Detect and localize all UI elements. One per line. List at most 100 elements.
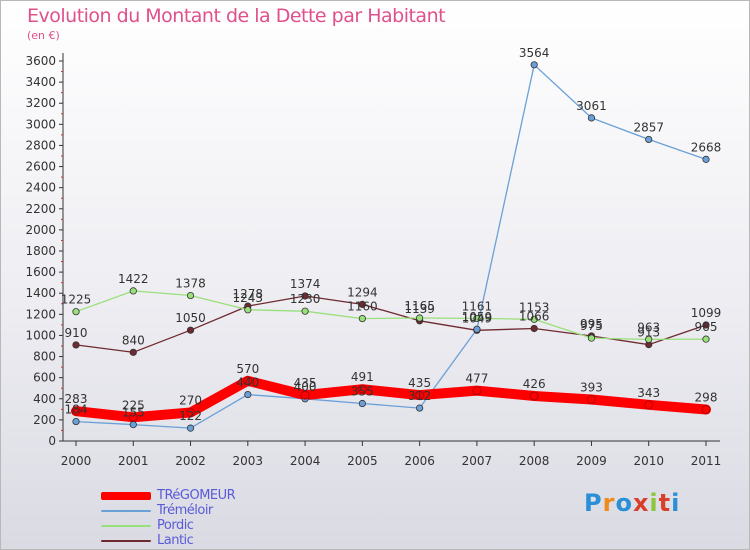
data-point	[530, 61, 538, 69]
series-labels: 283 225 270 570 435 491 435 477 426 393 343 298 184 1…	[61, 46, 722, 423]
data-label: 426	[523, 377, 546, 391]
data-label: 963	[637, 320, 660, 334]
data-label: 840	[122, 333, 145, 347]
data-label: 491	[351, 370, 374, 384]
legend-label: Pordic	[157, 518, 194, 533]
logo-letter: o	[615, 489, 633, 517]
legend-item-lantic: Lantic	[101, 533, 235, 548]
data-label: 122	[179, 409, 202, 423]
y-tick-label: 2400	[25, 181, 56, 195]
data-label: 1294	[347, 285, 378, 299]
x-tick-label: 2008	[519, 454, 550, 468]
data-point	[243, 376, 253, 386]
chart-subtitle: (en €)	[27, 29, 60, 42]
legend-swatch-tremeloir	[101, 509, 151, 512]
data-label: 1059	[462, 310, 493, 324]
data-point	[129, 287, 137, 295]
y-tick-label: 3000	[25, 117, 56, 131]
y-tick-label: 200	[33, 413, 56, 427]
data-point	[186, 291, 195, 300]
data-point	[645, 335, 653, 343]
data-label: 1378	[175, 277, 206, 291]
y-tick-label: 1600	[25, 265, 56, 279]
logo-letter: P	[584, 489, 603, 517]
data-point	[415, 390, 425, 400]
data-label: 975	[580, 319, 603, 333]
data-point	[128, 412, 138, 422]
series-line-3	[75, 295, 707, 353]
data-point	[72, 417, 80, 426]
series-line-2	[75, 290, 707, 341]
data-label: 1153	[519, 300, 550, 314]
data-label: 1165	[404, 299, 435, 313]
data-point	[416, 404, 424, 412]
data-label: 995	[580, 317, 603, 331]
data-label: 1099	[691, 306, 722, 320]
data-point	[244, 306, 252, 314]
y-tick-label: 1200	[25, 307, 56, 321]
data-point	[358, 314, 366, 323]
legend-label: Lantic	[157, 533, 194, 548]
data-point	[530, 324, 538, 333]
data-label: 965	[695, 320, 718, 334]
data-point	[587, 114, 596, 122]
logo-letter: t	[658, 489, 672, 517]
x-tick-label: 2009	[576, 454, 607, 468]
y-tick-label: 2600	[25, 160, 56, 174]
data-label: 1230	[290, 292, 321, 306]
y-tick-label: 1000	[25, 328, 56, 342]
data-label: 1278	[233, 287, 264, 301]
data-label: 312	[408, 389, 431, 403]
data-label: 1422	[118, 272, 149, 286]
data-point	[358, 300, 366, 309]
y-tick-label: 0	[48, 434, 56, 448]
chart-title: Evolution du Montant de la Dette par Hab…	[27, 5, 446, 27]
data-point	[529, 391, 539, 401]
data-point	[186, 326, 195, 334]
data-label: 1160	[347, 300, 378, 314]
data-point	[300, 390, 310, 400]
data-point	[129, 348, 137, 356]
legend-item-pordic: Pordic	[101, 518, 235, 533]
data-label: 2857	[633, 120, 664, 134]
series-points	[71, 61, 711, 432]
data-point	[72, 341, 80, 349]
x-tick-label: 2010	[633, 454, 664, 468]
x-tick-label: 2002	[175, 454, 206, 468]
y-tick-label: 1800	[25, 244, 56, 258]
data-label: 3564	[519, 46, 550, 60]
legend-swatch-tregomeur	[101, 491, 151, 500]
data-label: 1225	[61, 293, 92, 307]
data-label: 155	[122, 406, 145, 420]
data-label: 283	[65, 392, 88, 406]
legend: TRéGOMEUR Tréméloir Pordic Lantic	[101, 488, 236, 548]
y-tick-label: 1400	[25, 286, 56, 300]
legend-item-tremeloir: Tréméloir	[101, 503, 235, 518]
data-point	[645, 135, 653, 144]
data-label: 1374	[290, 277, 321, 291]
logo-letter: x	[632, 489, 650, 517]
data-point	[644, 400, 654, 410]
proxiti-logo: Proxiti	[584, 489, 680, 517]
y-tick-label: 3200	[25, 96, 56, 110]
data-point	[473, 325, 481, 333]
legend-swatch-pordic	[101, 524, 151, 527]
data-label: 400	[294, 380, 317, 394]
x-tick-label: 2005	[347, 454, 378, 468]
data-point	[358, 399, 366, 408]
y-tick-label: 3600	[25, 54, 56, 68]
data-point	[186, 408, 196, 417]
data-label: 910	[65, 326, 88, 340]
y-tick-label: 3400	[25, 75, 56, 89]
data-point	[72, 308, 80, 316]
data-point	[357, 384, 367, 394]
x-tick-label: 2011	[691, 454, 722, 468]
y-tick-label: 2800	[25, 138, 56, 152]
data-point	[301, 292, 309, 300]
data-point	[473, 314, 481, 323]
x-tick-label: 2004	[290, 454, 321, 468]
x-tick-label: 2001	[118, 454, 149, 468]
data-point	[702, 321, 710, 329]
